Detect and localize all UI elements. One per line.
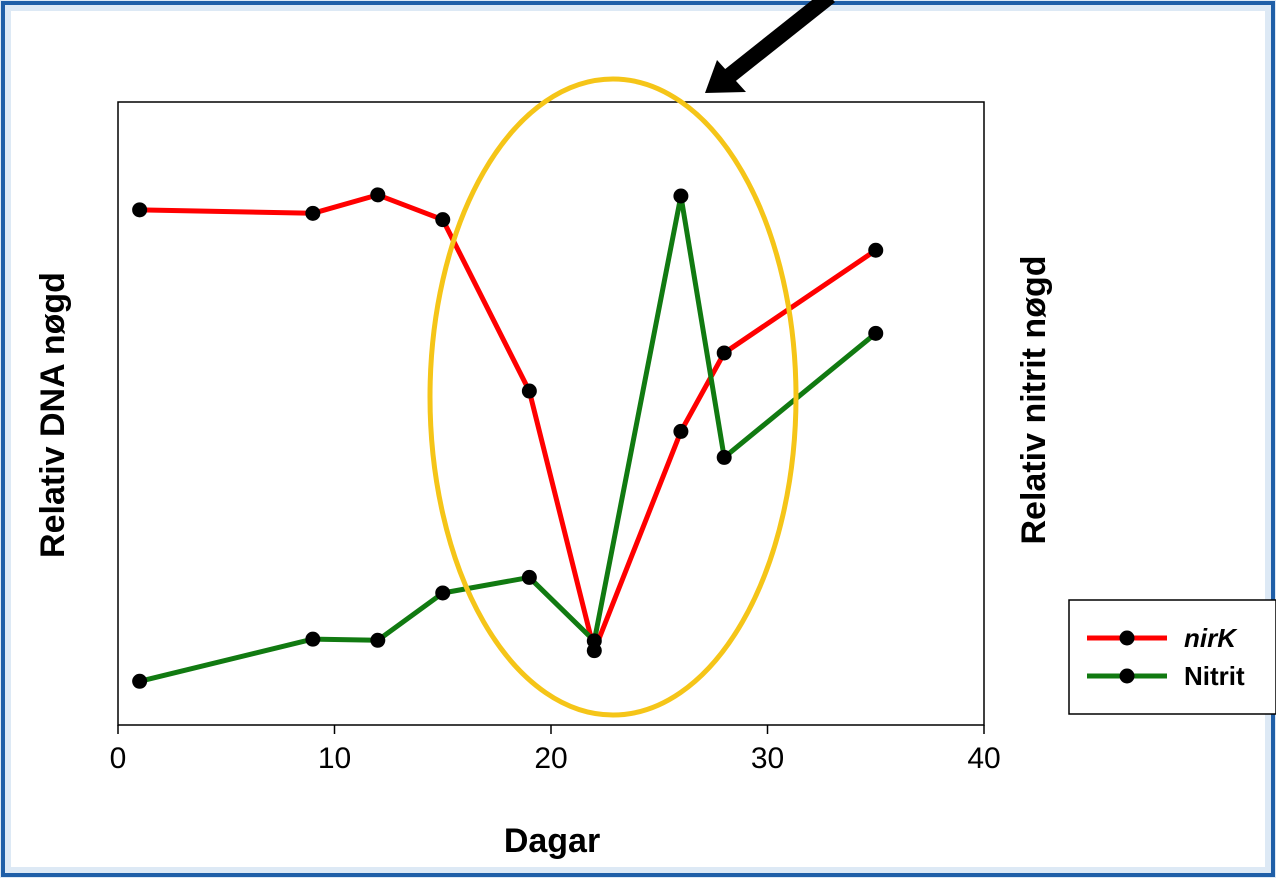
data-point-nirk	[435, 212, 451, 228]
x-axis-tick-labels: 0 10 20 30 40	[110, 742, 1001, 775]
data-point-nirk	[868, 242, 884, 258]
x-tick-label: 30	[751, 742, 784, 775]
legend: nirK Nitrit	[1068, 599, 1276, 715]
y-axis-title-left: Relativ DNA nøgd	[34, 272, 72, 558]
arrow-annotation	[705, 0, 835, 93]
data-point-nitrit	[305, 631, 321, 647]
data-point-nirk	[716, 345, 732, 361]
legend-item-nirk: nirK	[1087, 623, 1238, 653]
arrow-shaft	[723, 0, 835, 84]
data-point-nitrit	[435, 585, 451, 601]
x-tick-label: 20	[534, 742, 567, 775]
x-tick-label: 0	[110, 742, 127, 775]
data-point-nitrit	[868, 325, 884, 341]
data-point-nitrit	[521, 569, 537, 585]
data-point-nirk	[673, 423, 689, 439]
data-point-nitrit	[716, 449, 732, 465]
data-point-nitrit	[673, 188, 689, 204]
series-markers	[132, 187, 884, 689]
data-point-nirk	[305, 205, 321, 221]
data-point-nirk	[521, 383, 537, 399]
data-point-nitrit	[370, 632, 386, 648]
legend-label-nitrit: Nitrit	[1184, 661, 1245, 691]
x-tick-label: 10	[318, 742, 351, 775]
legend-marker-nitrit	[1119, 668, 1135, 684]
plot-area	[117, 101, 985, 726]
data-point-nirk	[132, 202, 148, 218]
y-axis-title-right: Relativ nitrit nøgd	[1015, 256, 1053, 545]
legend-item-nitrit: Nitrit	[1087, 661, 1245, 691]
x-axis-title: Dagar	[504, 822, 600, 860]
legend-label-nirk: nirK	[1184, 623, 1238, 653]
data-point-nitrit	[586, 633, 602, 649]
x-axis-ticks	[117, 725, 985, 734]
legend-marker-nirk	[1119, 630, 1135, 646]
data-point-nitrit	[132, 673, 148, 689]
highlight-ellipse	[427, 76, 799, 718]
legend-box	[1068, 599, 1276, 715]
arrow-head	[705, 60, 746, 93]
x-tick-label: 40	[967, 742, 1000, 775]
data-point-nirk	[370, 187, 386, 203]
